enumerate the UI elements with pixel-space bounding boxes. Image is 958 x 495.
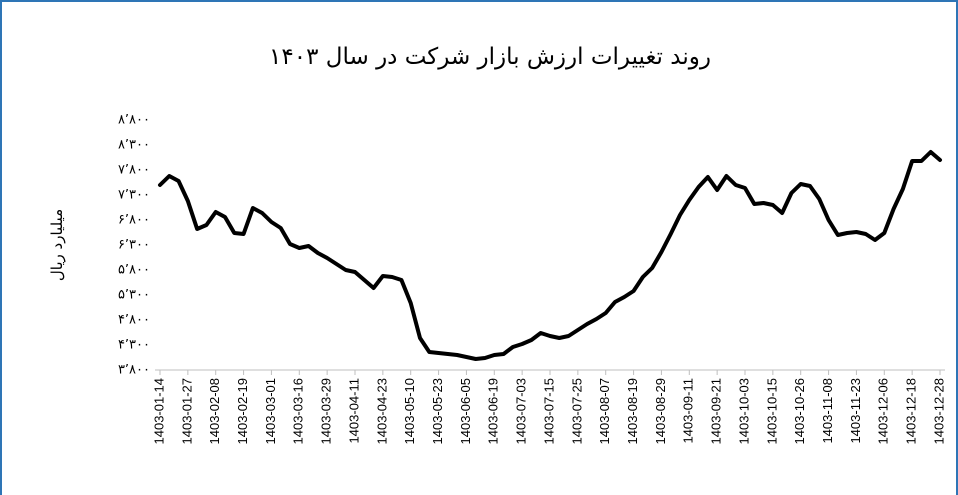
x-tick-label: 1403-06-19 bbox=[486, 378, 501, 445]
x-tick-label: 1403-07-03 bbox=[514, 378, 529, 445]
x-tick-label: 1403-10-26 bbox=[792, 378, 807, 445]
x-tick-label: 1403-08-29 bbox=[653, 378, 668, 445]
x-tick-label: 1403-09-11 bbox=[681, 378, 696, 444]
y-tick-label: ۶٬۳۰۰ bbox=[118, 238, 150, 253]
y-tick-label: ۵٬۳۰۰ bbox=[118, 288, 150, 303]
y-tick-label: ۵٬۸۰۰ bbox=[118, 263, 150, 278]
x-tick-label: 1403-09-21 bbox=[709, 378, 724, 445]
chart-title: روند تغییرات ارزش بازار شرکت در سال ۱۴۰۳ bbox=[269, 44, 711, 70]
x-tick-label: 1403-01-14 bbox=[151, 378, 166, 445]
x-tick-label: 1403-10-03 bbox=[736, 378, 751, 445]
y-tick-label: ۸٬۳۰۰ bbox=[118, 138, 150, 153]
y-tick-label: ۸٬۸۰۰ bbox=[118, 113, 150, 128]
x-tick-label: 1403-12-28 bbox=[931, 378, 946, 445]
x-tick-label: 1403-03-16 bbox=[291, 378, 306, 445]
x-tick-label: 1403-01-27 bbox=[179, 378, 194, 445]
x-tick-label: 1403-12-18 bbox=[904, 378, 919, 445]
x-tick-label: 1403-03-01 bbox=[263, 378, 278, 445]
x-tick-label: 1403-03-29 bbox=[319, 378, 334, 445]
x-tick-label: 1403-04-23 bbox=[374, 378, 389, 445]
x-tick-label: 1403-02-19 bbox=[235, 378, 250, 445]
x-tick-label: 1403-04-11 bbox=[346, 378, 361, 444]
y-tick-label: ۳٬۸۰۰ bbox=[118, 363, 150, 378]
x-tick-label: 1403-11-23 bbox=[848, 378, 863, 444]
y-tick-label: ۷٬۸۰۰ bbox=[118, 163, 150, 178]
y-tick-label: ۴٬۳۰۰ bbox=[118, 338, 150, 353]
y-tick-label: ۴٬۸۰۰ bbox=[118, 313, 150, 328]
x-tick-label: 1403-11-08 bbox=[820, 378, 835, 444]
y-tick-label: ۶٬۸۰۰ bbox=[118, 213, 150, 228]
y-tick-label: ۷٬۳۰۰ bbox=[118, 188, 150, 203]
x-tick-label: 1403-12-06 bbox=[876, 378, 891, 445]
x-tick-label: 1403-06-05 bbox=[458, 378, 473, 445]
x-tick-label: 1403-05-10 bbox=[402, 378, 417, 445]
x-tick-label: 1403-07-25 bbox=[569, 378, 584, 445]
x-tick-label: 1403-10-15 bbox=[764, 378, 779, 445]
x-tick-label: 1403-08-19 bbox=[625, 378, 640, 445]
y-axis-title: میلیارد ریال bbox=[48, 209, 66, 281]
x-tick-label: 1403-08-07 bbox=[597, 378, 612, 445]
x-tick-label: 1403-02-08 bbox=[207, 378, 222, 445]
x-tick-label: 1403-05-23 bbox=[430, 378, 445, 445]
x-tick-label: 1403-07-15 bbox=[541, 378, 556, 445]
line-series bbox=[158, 150, 942, 361]
